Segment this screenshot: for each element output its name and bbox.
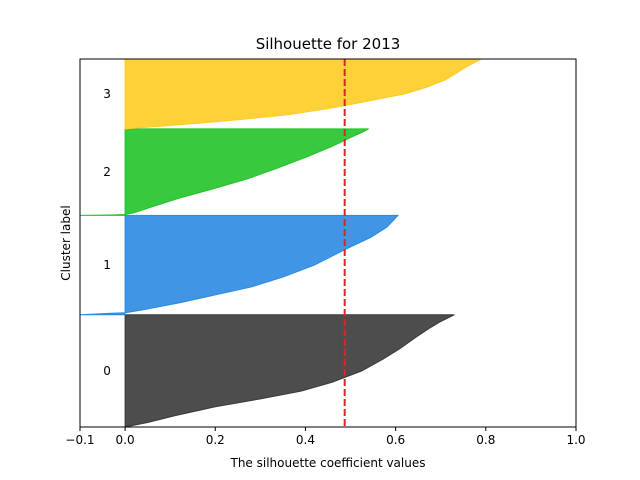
plot-frame xyxy=(79,58,577,428)
cluster-layer xyxy=(79,58,482,428)
cluster-labels: 0 1 2 3 xyxy=(103,87,111,378)
cluster-label-0: 0 xyxy=(103,364,111,378)
x-tick-label: −0.1 xyxy=(65,433,94,447)
x-tick-label: 0.4 xyxy=(296,433,315,447)
axes-layer: −0.1 0.0 0.2 0.4 0.6 0.8 1.0 xyxy=(65,58,586,447)
x-tick-label: 0.2 xyxy=(206,433,225,447)
x-axis-label: The silhouette coefficient values xyxy=(230,456,426,470)
chart-title: Silhouette for 2013 xyxy=(256,35,401,53)
cluster-label-3: 3 xyxy=(103,87,111,101)
x-tick-label: 1.0 xyxy=(566,433,585,447)
cluster-2-silhouette xyxy=(79,128,369,216)
x-tick-label: 0.6 xyxy=(386,433,405,447)
cluster-label-2: 2 xyxy=(103,165,111,179)
x-tick-label: 0.0 xyxy=(116,433,135,447)
y-axis-label: Cluster label xyxy=(59,205,73,280)
cluster-3-silhouette xyxy=(124,58,482,130)
cluster-label-1: 1 xyxy=(103,258,111,272)
cluster-1-silhouette xyxy=(79,214,400,316)
cluster-0-silhouette xyxy=(124,314,455,428)
x-tick-label: 0.8 xyxy=(476,433,495,447)
